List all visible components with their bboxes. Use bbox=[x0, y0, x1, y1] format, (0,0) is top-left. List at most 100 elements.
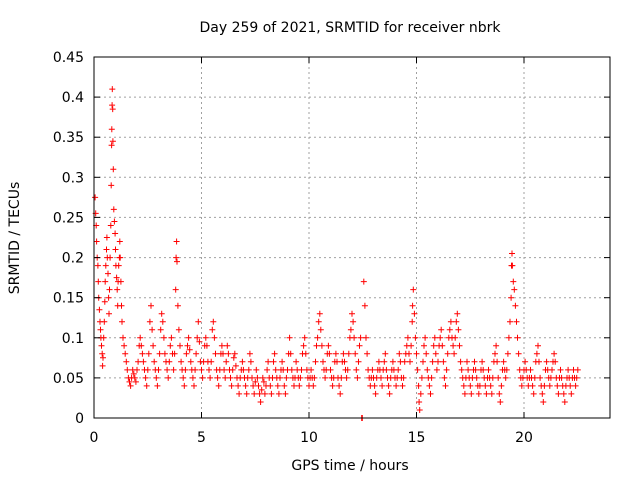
y-tick-label: 0.15 bbox=[53, 291, 84, 307]
data-point bbox=[95, 278, 102, 285]
data-point bbox=[166, 358, 173, 365]
data-point bbox=[386, 390, 393, 397]
data-point bbox=[431, 334, 438, 341]
data-point bbox=[396, 350, 403, 357]
x-tick-label: 15 bbox=[408, 430, 426, 446]
data-point bbox=[464, 358, 470, 365]
data-point bbox=[353, 366, 360, 373]
data-point bbox=[194, 334, 201, 341]
data-point bbox=[432, 350, 439, 357]
data-point bbox=[364, 350, 371, 357]
data-point bbox=[232, 362, 239, 369]
data-point bbox=[105, 270, 111, 277]
data-point bbox=[509, 250, 515, 257]
data-point bbox=[195, 318, 202, 325]
data-point bbox=[112, 230, 119, 237]
data-point bbox=[102, 278, 109, 285]
data-point bbox=[406, 350, 412, 357]
data-point bbox=[413, 350, 420, 357]
data-point bbox=[221, 366, 228, 373]
data-point bbox=[149, 326, 156, 333]
data-point bbox=[500, 358, 507, 365]
data-point bbox=[116, 238, 123, 245]
data-point bbox=[422, 334, 429, 341]
data-point bbox=[189, 374, 196, 381]
data-point bbox=[282, 390, 289, 397]
data-point bbox=[347, 326, 354, 333]
data-point bbox=[318, 342, 325, 349]
data-point bbox=[270, 358, 277, 365]
data-point bbox=[444, 350, 451, 357]
y-tick-label: 0.25 bbox=[53, 210, 84, 226]
data-point bbox=[274, 382, 281, 389]
y-axis-label: SRMTID / TECUs bbox=[7, 182, 23, 295]
data-point bbox=[139, 350, 146, 357]
data-point bbox=[512, 302, 519, 309]
data-point bbox=[454, 310, 461, 317]
data-point bbox=[132, 378, 139, 385]
data-point bbox=[483, 390, 490, 397]
data-point bbox=[268, 390, 275, 397]
data-point bbox=[355, 358, 362, 365]
data-point bbox=[546, 382, 553, 389]
data-point bbox=[352, 350, 359, 357]
data-point bbox=[447, 318, 454, 325]
data-point bbox=[117, 278, 124, 285]
data-point bbox=[281, 382, 288, 389]
data-point bbox=[192, 366, 199, 373]
data-point bbox=[529, 382, 536, 389]
data-point bbox=[119, 318, 125, 325]
data-point bbox=[537, 374, 544, 381]
data-point bbox=[264, 366, 271, 373]
data-point bbox=[115, 262, 122, 269]
data-point bbox=[509, 262, 516, 269]
data-point bbox=[175, 326, 182, 333]
data-point bbox=[177, 342, 183, 349]
data-point bbox=[207, 374, 214, 381]
data-point bbox=[246, 350, 253, 357]
data-point bbox=[479, 358, 486, 365]
y-tick-label: 0.05 bbox=[53, 371, 84, 387]
data-point bbox=[271, 350, 278, 357]
data-point bbox=[260, 378, 267, 385]
data-point bbox=[420, 358, 426, 365]
data-point bbox=[349, 310, 355, 317]
data-point bbox=[363, 334, 369, 341]
data-point bbox=[155, 366, 162, 373]
data-point bbox=[117, 254, 124, 261]
data-point bbox=[283, 374, 290, 381]
data-point bbox=[409, 302, 416, 309]
data-points bbox=[92, 86, 581, 421]
data-point bbox=[301, 334, 308, 341]
data-point bbox=[343, 374, 350, 381]
data-point bbox=[551, 350, 558, 357]
data-point bbox=[239, 358, 246, 365]
data-point bbox=[505, 334, 512, 341]
data-point bbox=[113, 274, 120, 281]
data-point bbox=[317, 326, 324, 333]
data-point bbox=[471, 358, 478, 365]
data-point bbox=[267, 382, 274, 389]
data-point bbox=[231, 350, 238, 357]
data-point bbox=[187, 358, 194, 365]
data-point bbox=[458, 366, 465, 373]
data-point bbox=[92, 194, 99, 201]
data-point bbox=[279, 358, 286, 365]
data-point bbox=[503, 366, 510, 373]
y-tick-label: 0.35 bbox=[53, 130, 84, 146]
data-point bbox=[257, 399, 264, 405]
data-point bbox=[100, 334, 107, 341]
data-point bbox=[154, 382, 161, 389]
data-point bbox=[351, 334, 358, 341]
data-point bbox=[277, 374, 283, 381]
data-point bbox=[99, 350, 106, 357]
data-point bbox=[145, 350, 152, 357]
data-point bbox=[416, 399, 423, 405]
data-point bbox=[361, 302, 368, 309]
y-tick-label: 0.1 bbox=[62, 331, 84, 347]
data-point bbox=[186, 346, 193, 353]
data-point bbox=[118, 302, 125, 309]
data-point bbox=[514, 334, 521, 341]
data-point bbox=[415, 382, 422, 389]
data-point bbox=[316, 310, 323, 317]
